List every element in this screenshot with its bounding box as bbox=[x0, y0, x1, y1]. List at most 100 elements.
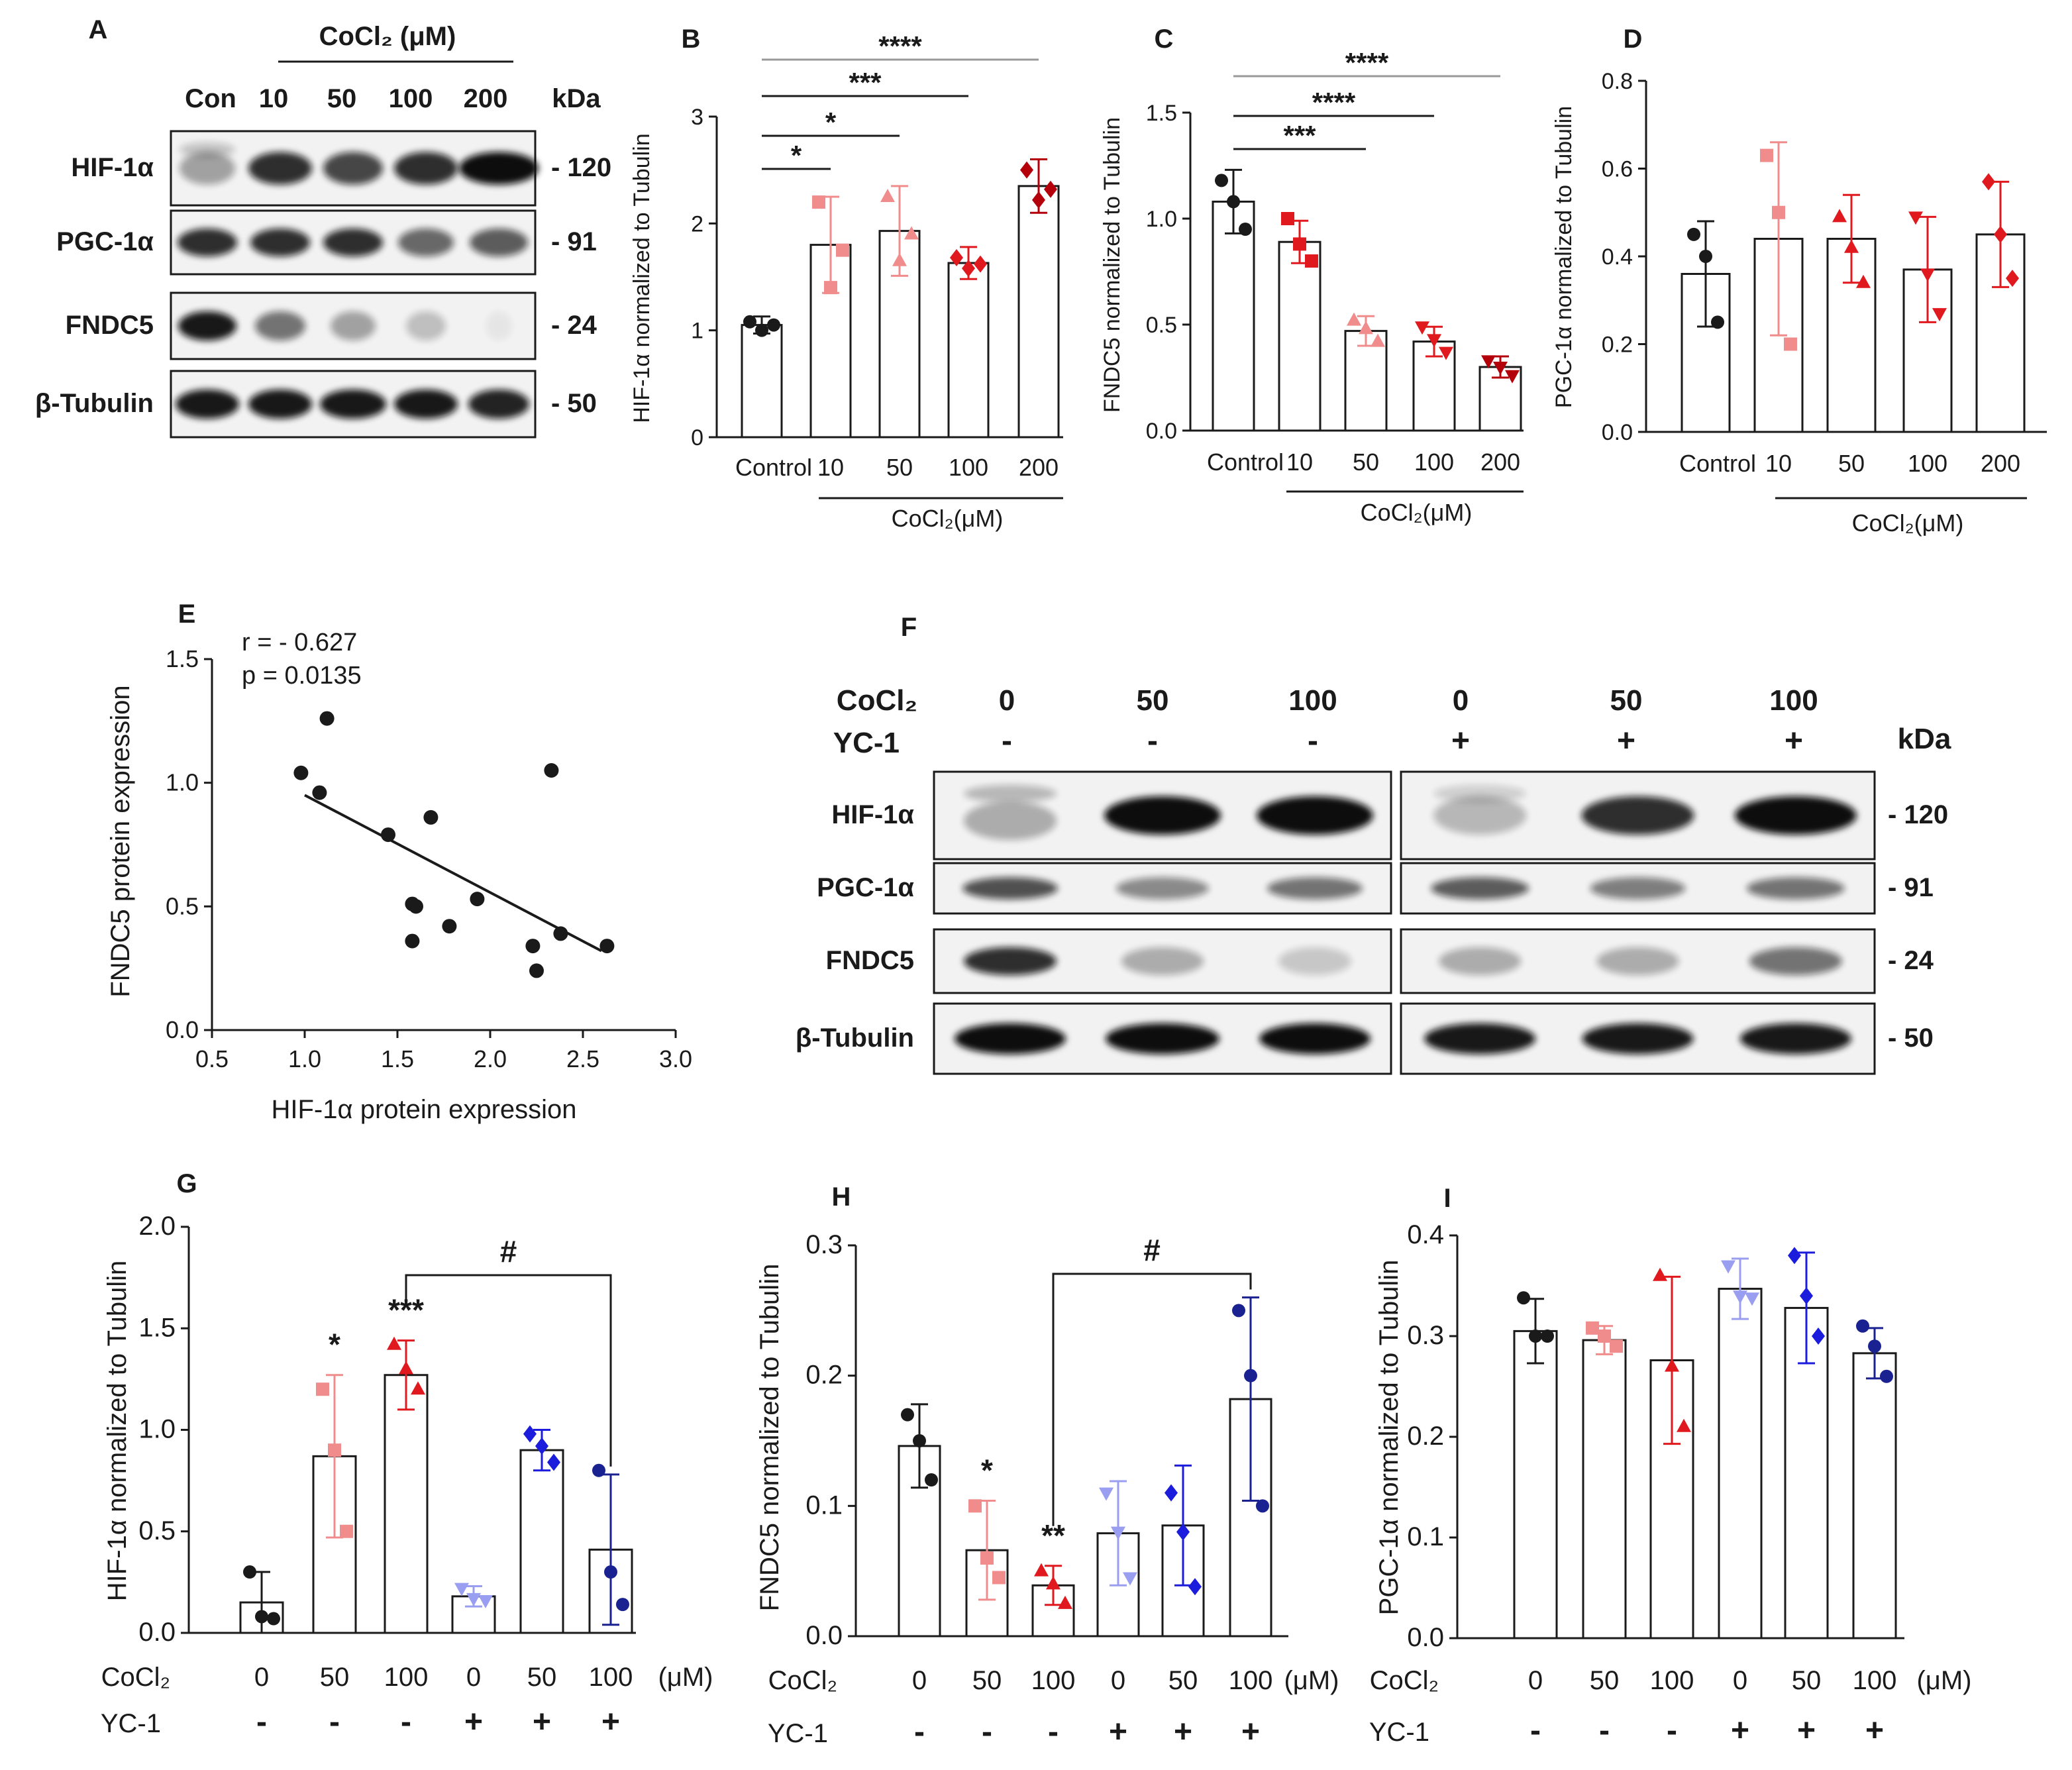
yc1-sign: + bbox=[1731, 1713, 1749, 1748]
y-tick-label: 0.4 bbox=[1602, 244, 1633, 270]
bar bbox=[519, 1449, 564, 1634]
data-point bbox=[1165, 1484, 1178, 1502]
group-label: CoCl₂(μM) bbox=[1361, 499, 1473, 526]
scatter-point bbox=[312, 785, 327, 800]
significance-stars: * bbox=[329, 1328, 340, 1362]
x-tick-label: 2.0 bbox=[474, 1045, 507, 1072]
blot-band bbox=[1259, 1023, 1371, 1055]
data-point bbox=[547, 1453, 560, 1471]
data-point bbox=[1359, 321, 1373, 335]
cocl2-axis-label: CoCl₂ bbox=[1370, 1666, 1439, 1695]
y-axis-label: FNDC5 protein expression bbox=[106, 685, 135, 997]
data-point bbox=[616, 1598, 629, 1612]
x-tick-label: 0.5 bbox=[195, 1045, 229, 1072]
blot-band bbox=[1582, 1023, 1694, 1055]
x-category-label: 10 bbox=[817, 454, 844, 481]
yc1-sign: + bbox=[1797, 1713, 1816, 1748]
data-point bbox=[1034, 1563, 1049, 1577]
x-category-label: Control bbox=[735, 454, 812, 481]
cocl2-dose: 50 bbox=[972, 1666, 1002, 1695]
data-point bbox=[387, 1336, 401, 1350]
data-point bbox=[1908, 211, 1923, 225]
blot-band bbox=[406, 311, 446, 340]
data-point bbox=[328, 1443, 341, 1457]
y-axis-label: PGC-1α normalized to Tubulin bbox=[1374, 1260, 1404, 1616]
data-point bbox=[1046, 1576, 1061, 1590]
yc1-axis-label: YC-1 bbox=[768, 1719, 828, 1748]
bar bbox=[947, 262, 990, 439]
hash-significance: # bbox=[500, 1234, 517, 1269]
bar bbox=[1344, 330, 1388, 432]
data-point bbox=[1188, 1578, 1202, 1596]
yc1-sign: - bbox=[1599, 1713, 1610, 1748]
cocl2-dose: 0 bbox=[1528, 1666, 1543, 1695]
data-point bbox=[399, 1361, 413, 1375]
cocl2-dose: 0 bbox=[254, 1663, 269, 1692]
blot-band bbox=[1257, 796, 1373, 835]
r-value: r = - 0.627 bbox=[242, 629, 357, 656]
blot-band bbox=[962, 877, 1058, 900]
group-label: CoCl₂(μM) bbox=[1852, 509, 1964, 537]
bar bbox=[1513, 1329, 1558, 1640]
data-point bbox=[1505, 370, 1520, 384]
data-point bbox=[1256, 1499, 1269, 1513]
data-point bbox=[1044, 180, 1057, 198]
y-tick-label: 0.6 bbox=[1602, 157, 1633, 182]
significance-stars: **** bbox=[1312, 87, 1356, 118]
data-point bbox=[980, 1551, 994, 1565]
yc1-sign: - bbox=[401, 1704, 411, 1740]
blot-band bbox=[323, 228, 383, 257]
x-category-label: 10 bbox=[1286, 448, 1313, 476]
data-point bbox=[466, 1592, 481, 1606]
blot-band bbox=[1278, 947, 1351, 976]
blot-band bbox=[180, 142, 235, 158]
data-point bbox=[1721, 1260, 1735, 1274]
x-category-label: 50 bbox=[886, 454, 913, 481]
blot-row-label: β-Tubulin bbox=[796, 1023, 914, 1053]
data-point bbox=[1123, 1572, 1137, 1586]
data-point bbox=[1415, 321, 1429, 335]
y-tick-label: 0.0 bbox=[166, 1016, 199, 1043]
y-tick-label: 0 bbox=[691, 425, 703, 450]
data-point bbox=[1227, 195, 1240, 209]
yc1-sign: + bbox=[1109, 1714, 1127, 1749]
kda-header: kDa bbox=[1898, 723, 1951, 755]
data-point bbox=[1371, 333, 1385, 347]
significance-stars: **** bbox=[878, 30, 922, 62]
bar bbox=[809, 244, 852, 439]
data-point bbox=[1920, 268, 1935, 282]
blot-band bbox=[964, 784, 1057, 803]
scatter-point bbox=[381, 827, 395, 843]
x-axis-label: HIF-1α protein expression bbox=[271, 1095, 576, 1124]
blot-band bbox=[1121, 947, 1204, 976]
data-point bbox=[1293, 237, 1306, 251]
y-axis-label: FNDC5 normalized to Tubulin bbox=[1100, 117, 1125, 413]
data-point bbox=[1493, 362, 1508, 375]
cocl2-dose: 50 bbox=[1168, 1666, 1198, 1695]
panel-label: G bbox=[176, 1169, 197, 1198]
yc1-sign: - bbox=[1308, 723, 1318, 758]
y-tick-label: 0.5 bbox=[166, 892, 199, 919]
x-tick-label: 1.0 bbox=[288, 1045, 321, 1072]
x-category-label: 10 bbox=[1765, 450, 1792, 477]
cocl2-dose: 100 bbox=[1229, 1666, 1273, 1695]
data-point bbox=[1176, 1523, 1190, 1541]
lane-label: Con bbox=[185, 84, 236, 113]
bar bbox=[1278, 240, 1321, 432]
blot-band bbox=[255, 311, 305, 340]
data-point bbox=[340, 1524, 353, 1538]
yc1-sign: + bbox=[601, 1704, 620, 1740]
data-point bbox=[962, 260, 975, 278]
data-point bbox=[950, 248, 963, 266]
data-point bbox=[1032, 191, 1045, 209]
yc1-label: YC-1 bbox=[833, 727, 900, 759]
cocl2-dose: 100 bbox=[1650, 1666, 1694, 1695]
blot-band bbox=[459, 152, 539, 185]
chart-b: B 0 1 2 3 HIF-1α normalized to Tubulin Control… bbox=[629, 25, 1063, 532]
chart-d: D 0.0 0.2 0.4 0.6 0.8 PGC-1α normalized to Tub… bbox=[1551, 25, 2047, 537]
data-point bbox=[892, 252, 907, 266]
unit-label: (μM) bbox=[1916, 1666, 1971, 1695]
blot-kda-label: - 91 bbox=[551, 227, 597, 256]
data-point bbox=[1439, 346, 1453, 360]
data-point bbox=[1111, 1526, 1125, 1540]
